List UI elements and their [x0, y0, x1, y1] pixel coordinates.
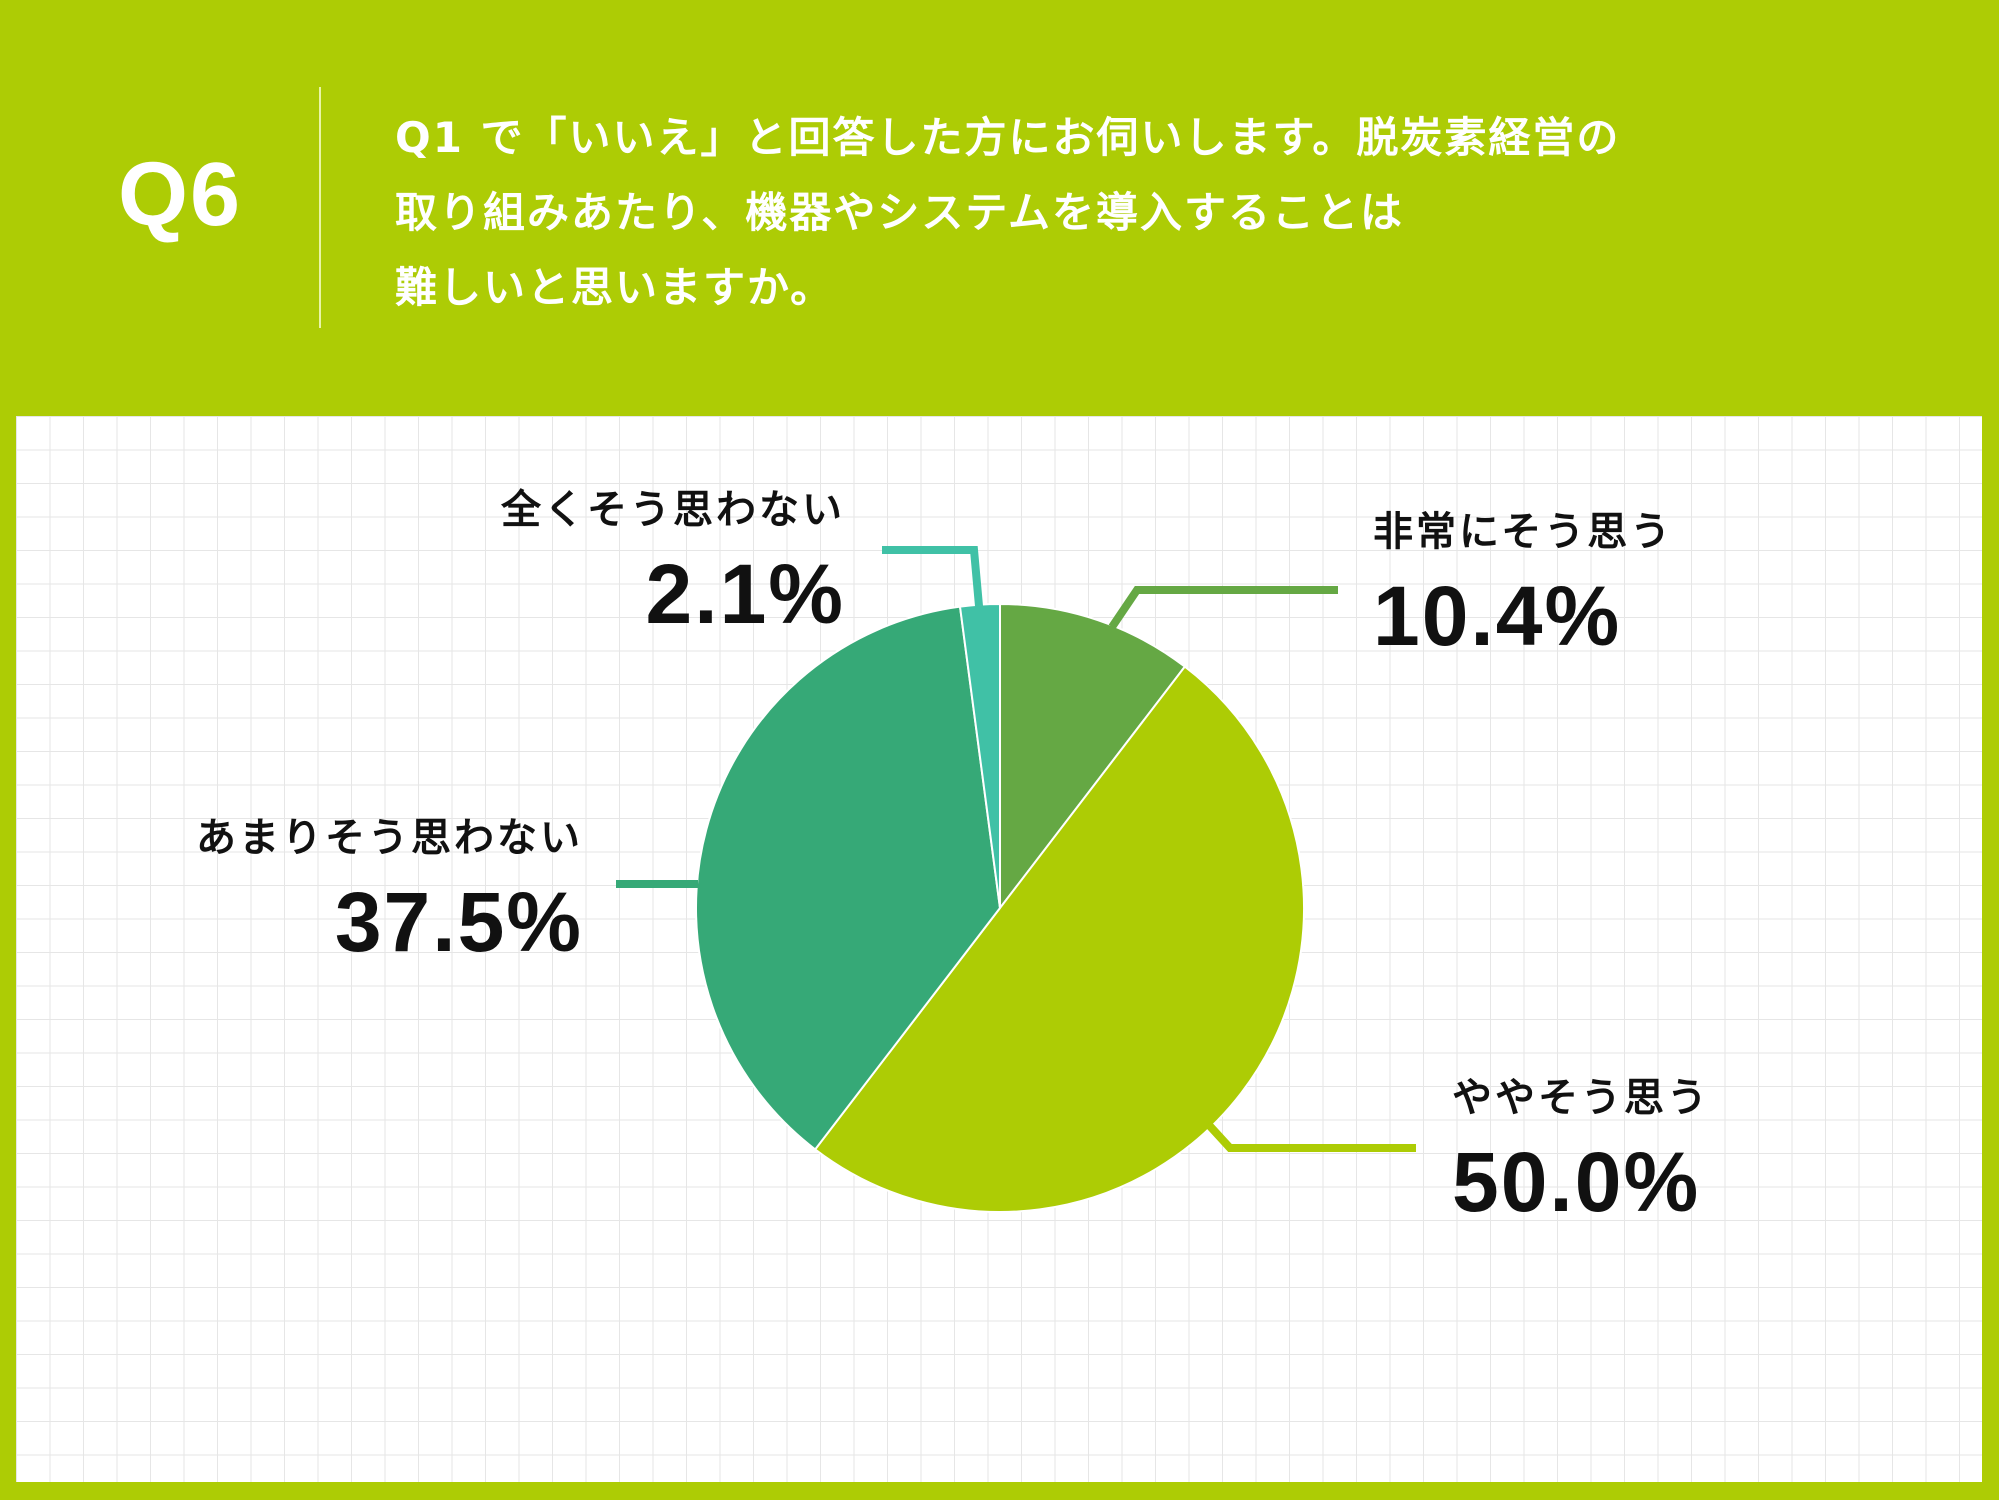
label-percent: 50.0% [1452, 1135, 1701, 1229]
question-line-2: 取り組みあたり、機器やシステムを導入することは [395, 188, 1405, 237]
leader-line-not-at-all [882, 546, 983, 607]
header-divider [319, 87, 321, 328]
slice-not-much [695, 605, 1002, 1151]
label-category: ややそう思う [1452, 1075, 1710, 1121]
question-text: Q1 で「いいえ」と回答した方にお伺いします。脱炭素経営の 取り組みあたり、機器… [395, 100, 1815, 325]
slice-very-much [999, 602, 1187, 911]
question-line-1: Q1 で「いいえ」と回答した方にお伺いします。脱炭素経営の [395, 113, 1621, 162]
leader-line-very-much [1108, 586, 1338, 630]
label-not-much: あまりそう思わない 37.5% [196, 818, 583, 964]
label-somewhat: ややそう思う 50.0% [1452, 1078, 1710, 1224]
leader-line-somewhat [1205, 1121, 1416, 1152]
label-category: 非常にそう思う [1373, 509, 1674, 555]
label-not-at-all: 全くそう思わない 2.1% [501, 490, 845, 636]
label-category: 全くそう思わない [501, 487, 845, 533]
label-very-much: 非常にそう思う 10.4% [1373, 512, 1673, 658]
question-number: Q6 [118, 145, 243, 245]
slice-somewhat [813, 665, 1305, 1213]
label-category: あまりそう思わない [196, 815, 583, 861]
question-line-3: 難しいと思いますか。 [395, 263, 835, 312]
pie-slices [695, 602, 1305, 1213]
label-percent: 37.5% [334, 875, 583, 969]
label-percent: 10.4% [1373, 569, 1622, 663]
label-percent: 2.1% [645, 547, 845, 641]
